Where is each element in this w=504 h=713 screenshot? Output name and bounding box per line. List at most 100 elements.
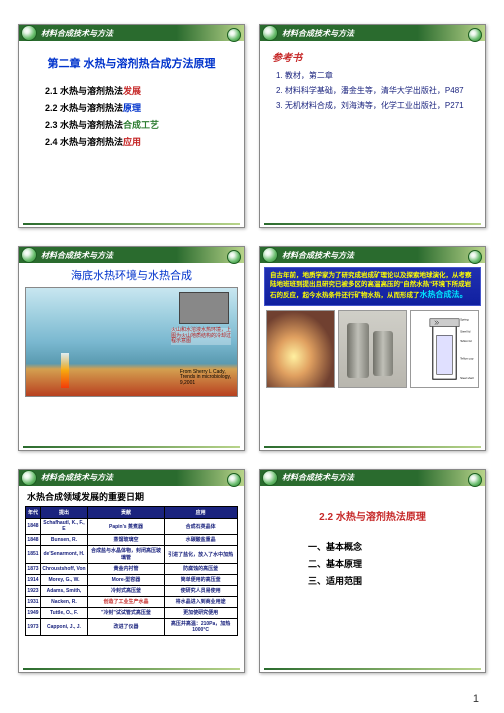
timeline-title: 水热合成领域发展的重要日期 (27, 490, 242, 503)
table-cell: More-型容器 (88, 574, 164, 585)
seafloor-diagram: 火山和水溶液水热环境，上图为火山地质结构的冷却过程示意图 From Sherry… (25, 287, 238, 397)
slide-body: 参考书 1. 教材，第二章 2. 材料科学基础，潘金生等，清华大学出版社，P48… (260, 41, 485, 227)
table-cell: 黄金内衬管 (88, 563, 164, 574)
slide-footer (264, 223, 481, 225)
table-cell: Tuttle, O., F. (40, 607, 88, 618)
topic-list: 一、基本概念 二、基本原理 三、适用范围 (308, 539, 477, 590)
table-header-row: 年代 提出 贡献 应用 (26, 506, 237, 518)
logo-icon (262, 470, 278, 486)
topic-item: 三、适用范围 (308, 573, 477, 590)
slide-footer (23, 223, 240, 225)
page-number: 1 (473, 693, 479, 705)
table-row: 1851de'Senarmont, H.合成盐与水晶体物，封闭高压玻璃管引进了盐… (26, 545, 237, 563)
slide-body: 海底水热环境与水热合成 火山和水溶液水热环境，上图为火山地质结构的冷却过程示意图… (19, 263, 244, 449)
image-row: Spring Steel lid Teflon lid Teflon cup S… (260, 310, 485, 388)
logo-icon (21, 470, 37, 486)
table-cell: 改进了仪器 (88, 618, 164, 635)
slide-3: 材料合成技术与方法 海底水热环境与水热合成 火山和水溶液水热环境，上图为火山地质… (18, 246, 245, 450)
table-cell: Morey, G., W. (40, 574, 88, 585)
table-cell: 更加使研究便用 (164, 607, 237, 618)
table-cell: Papin's 蒸煮器 (88, 518, 164, 534)
label: Steel lid (460, 329, 471, 333)
table-cell: 1851 (26, 545, 40, 563)
slide-header: 材料合成技术与方法 (260, 25, 485, 41)
table-cell: 使研究人员易使用 (164, 585, 237, 596)
table-cell: 1914 (26, 574, 40, 585)
diagram-citation: From Sherry L Cady, Trends in microbiolo… (180, 370, 231, 387)
header-title: 材料合成技术与方法 (41, 250, 113, 261)
col-contrib: 贡献 (88, 506, 164, 518)
logo-right-icon (468, 250, 482, 264)
references-list: 1. 教材，第二章 2. 材料科学基础，潘金生等，清华大学出版社，P487 3.… (276, 70, 477, 112)
autoclave-photo (338, 310, 407, 388)
logo-icon (262, 25, 278, 41)
timeline-table: 年代 提出 贡献 应用 1848Schafhautl, K., F., EPap… (25, 506, 237, 636)
table-row: 1873Chroustshoff, Von黄金内衬管防腐蚀的高压釜 (26, 563, 237, 574)
section-item: 2.4 水热与溶剂热法应用 (45, 134, 236, 151)
slide-body: 2.2 水热与溶剂热法原理 一、基本概念 二、基本原理 三、适用范围 (260, 486, 485, 672)
table-cell: 合成盐与水晶体物，封闭高压玻璃管 (88, 545, 164, 563)
cylinder-icon (347, 323, 369, 378)
hydrothermal-title: 海底水热环境与水热合成 (25, 267, 238, 283)
label: Teflon cup (460, 356, 474, 360)
header-title: 材料合成技术与方法 (41, 28, 113, 39)
section-item: 2.1 水热与溶剂热法发展 (45, 83, 236, 100)
header-title: 材料合成技术与方法 (282, 28, 354, 39)
logo-right-icon (227, 250, 241, 264)
schematic-svg: Spring Steel lid Teflon lid Teflon cup S… (411, 311, 478, 387)
slide-2: 材料合成技术与方法 参考书 1. 教材，第二章 2. 材料科学基础，潘金生等，清… (259, 24, 486, 228)
table-cell: 冷封式高压釜 (88, 585, 164, 596)
table-cell: 1931 (26, 596, 40, 607)
table-cell: Schafhautl, K., F., E (40, 518, 88, 534)
table-cell: Bunsen, R. (40, 534, 88, 545)
table-row: 1931Nacken, R.创造了工业生产水晶将水晶进入到商业用途 (26, 596, 237, 607)
col-person: 提出 (40, 506, 88, 518)
label: Teflon lid (460, 339, 472, 343)
header-title: 材料合成技术与方法 (282, 472, 354, 483)
table-cell: "冷封"试试管式高压釜 (88, 607, 164, 618)
slide-header: 材料合成技术与方法 (260, 247, 485, 263)
slide-grid: 材料合成技术与方法 第二章 水热与溶剂热合成方法原理 2.1 水热与溶剂热法发展… (0, 0, 504, 713)
reference-item: 3. 无机材料合成，刘海涛等，化学工业出版社，P271 (276, 100, 477, 112)
topic-item: 一、基本概念 (308, 539, 477, 556)
table-cell: 1873 (26, 563, 40, 574)
table-row: 1923Adams, Smith,冷封式高压釜使研究人员易使用 (26, 585, 237, 596)
logo-icon (21, 247, 37, 263)
inset-photo (179, 292, 229, 324)
slide-footer (23, 446, 240, 448)
slide-header: 材料合成技术与方法 (19, 470, 244, 486)
slide-4: 材料合成技术与方法 自古年前，地质学家为了研究成岩成矿理论以及探索地球演化，从考… (259, 246, 486, 450)
slide-header: 材料合成技术与方法 (260, 470, 485, 486)
slide-1: 材料合成技术与方法 第二章 水热与溶剂热合成方法原理 2.1 水热与溶剂热法发展… (18, 24, 245, 228)
header-title: 材料合成技术与方法 (41, 472, 113, 483)
chapter-title: 第二章 水热与溶剂热合成方法原理 (27, 55, 236, 71)
table-row: 1848Bunsen, R.蒸馏玻璃空水碳酸盐重晶 (26, 534, 237, 545)
slide-body: 第二章 水热与溶剂热合成方法原理 2.1 水热与溶剂热法发展 2.2 水热与溶剂… (19, 41, 244, 227)
table-cell: Adams, Smith, (40, 585, 88, 596)
table-cell: 水碳酸盐重晶 (164, 534, 237, 545)
slide-footer (264, 446, 481, 448)
section-item: 2.3 水热与溶剂热法合成工艺 (45, 117, 236, 134)
table-cell: Capponi, J., J. (40, 618, 88, 635)
table-row: 1949Tuttle, O., F."冷封"试试管式高压釜更加使研究便用 (26, 607, 237, 618)
cylinder-icon (373, 331, 393, 376)
slide-5: 材料合成技术与方法 水热合成领域发展的重要日期 年代 提出 贡献 应用 1848… (18, 469, 245, 673)
table-cell: 1848 (26, 518, 40, 534)
slide-footer (264, 668, 481, 670)
table-body: 1848Schafhautl, K., F., EPapin's 蒸煮器合成石英… (26, 518, 237, 635)
logo-right-icon (227, 28, 241, 42)
logo-icon (21, 25, 37, 41)
table-cell: 引进了盐化，放入了水中加热 (164, 545, 237, 563)
slide-header: 材料合成技术与方法 (19, 25, 244, 41)
diagram-callout: 火山和水溶液水热环境，上图为火山地质结构的冷却过程示意图 (171, 328, 231, 345)
table-cell: 防腐蚀的高压釜 (164, 563, 237, 574)
table-cell: 1923 (26, 585, 40, 596)
slide-body: 自古年前，地质学家为了研究成岩成矿理论以及探索地球演化，从考察陆地班班到提出且研… (260, 267, 485, 450)
table-row: 1973Capponi, J., J.改进了仪器高压并高温：210Pa，加热10… (26, 618, 237, 635)
slide-body: 水热合成领域发展的重要日期 年代 提出 贡献 应用 1848Schafhautl… (19, 486, 244, 672)
col-year: 年代 (26, 506, 40, 518)
table-cell: 将水晶进入到商业用途 (164, 596, 237, 607)
autoclave-schematic: Spring Steel lid Teflon lid Teflon cup S… (410, 310, 479, 388)
table-cell: 创造了工业生产水晶 (88, 596, 164, 607)
table-row: 1848Schafhautl, K., F., EPapin's 蒸煮器合成石英… (26, 518, 237, 534)
